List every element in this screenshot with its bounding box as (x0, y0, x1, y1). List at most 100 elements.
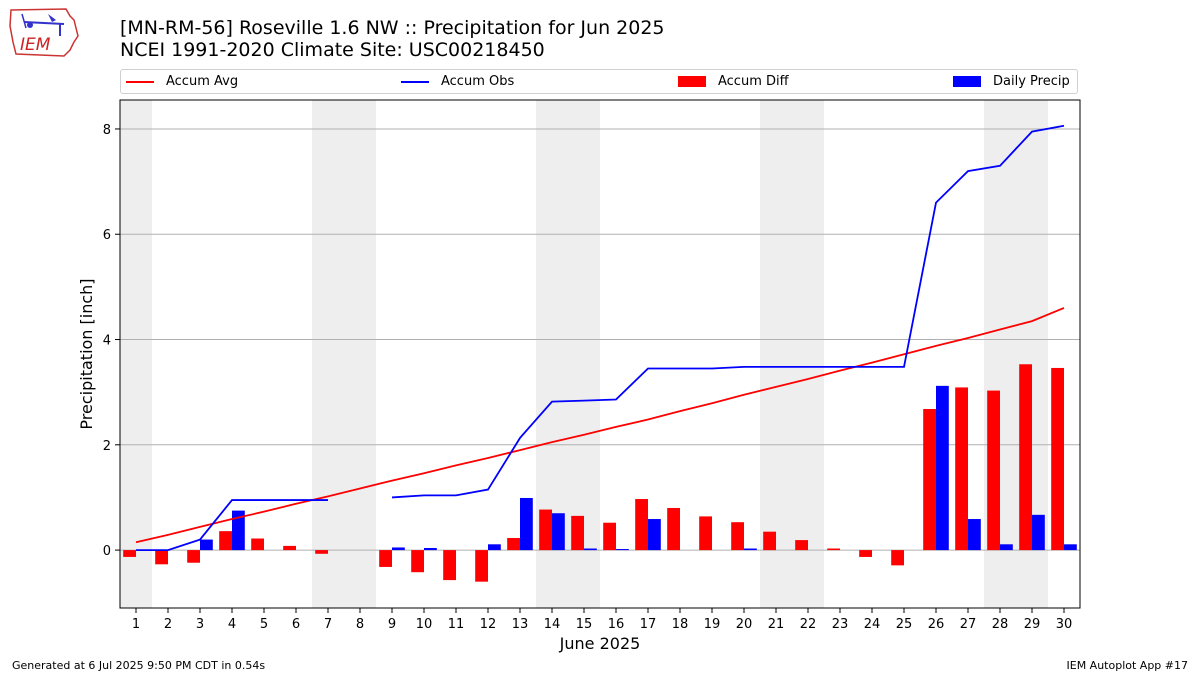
accum-diff-bar-day-30 (1051, 367, 1064, 551)
daily-precip-bar-day-15 (584, 548, 597, 551)
x-tick-label: 8 (356, 617, 364, 632)
lines (135, 124, 1065, 551)
accum-diff-bar-day-2 (155, 550, 168, 565)
accum-diff-bar-day-11 (443, 550, 456, 581)
x-tick-label: 15 (576, 617, 593, 632)
daily-precip-bar-day-29 (1032, 514, 1045, 551)
x-tick-label: 11 (448, 617, 465, 632)
x-tick-label: 14 (544, 617, 561, 632)
accum-diff-bar-day-9 (379, 550, 392, 567)
x-tick-label: 26 (928, 617, 945, 632)
legend-label-daily-precip: Daily Precip (993, 74, 1070, 89)
weekend-shade-day-22 (792, 100, 824, 608)
x-tick-label: 27 (960, 617, 977, 632)
accum-diff-bar-day-25 (891, 550, 904, 566)
daily-precip-bar-day-16 (616, 549, 629, 551)
x-tick-label: 25 (896, 617, 913, 632)
legend-label-accum-obs: Accum Obs (441, 74, 515, 89)
accum-obs-line-segment-1 (391, 124, 1065, 499)
bars (123, 364, 1077, 582)
legend-label-accum-diff: Accum Diff (718, 74, 789, 89)
x-tick-label: 9 (388, 617, 396, 632)
x-tick-label: 2 (164, 617, 172, 632)
x-axis-label: June 2025 (559, 634, 641, 653)
legend-swatch-accum-avg (126, 81, 154, 83)
accum-diff-bar-day-26 (923, 409, 936, 551)
weekend-shade-day-7 (312, 100, 344, 608)
x-tick-label: 24 (864, 617, 881, 632)
title-line-2: NCEI 1991-2020 Climate Site: USC00218450 (120, 39, 545, 61)
y-axis-label: Precipitation [inch] (77, 278, 96, 429)
x-tick-label: 4 (228, 617, 236, 632)
accum-diff-bar-day-12 (475, 550, 488, 582)
x-tick-label: 7 (324, 617, 332, 632)
y-tick-label: 8 (103, 123, 111, 138)
plot-frame (119, 99, 1081, 609)
logo-text: IEM (20, 35, 51, 55)
y-tick-label: 4 (103, 334, 111, 349)
x-tick-label: 12 (480, 617, 497, 632)
x-tick-label: 5 (260, 617, 268, 632)
y-tick-label: 0 (103, 544, 111, 559)
weekend-shade-day-8 (344, 100, 376, 608)
accum-diff-bar-day-29 (1019, 364, 1032, 551)
accum-diff-bar-day-20 (731, 522, 744, 551)
y-tick-label: 6 (103, 228, 111, 243)
legend-swatch-accum-diff (678, 76, 706, 87)
app-credit: IEM Autoplot App #17 (1066, 659, 1189, 672)
accum-diff-bar-day-28 (987, 390, 1000, 551)
daily-precip-bar-day-20 (744, 548, 757, 551)
accum-diff-bar-day-18 (667, 507, 680, 551)
weekend-shading (120, 100, 1048, 608)
accum-diff-bar-day-14 (539, 509, 552, 551)
x-tick-label: 23 (832, 617, 849, 632)
accum-diff-bar-day-15 (571, 515, 584, 551)
title-line-1: [MN-RM-56] Roseville 1.6 NW :: Precipita… (120, 17, 665, 39)
x-tick-label: 29 (1024, 617, 1041, 632)
accum-diff-bar-day-16 (603, 522, 616, 551)
daily-precip-bar-day-4 (232, 510, 245, 551)
accum-diff-bar-day-5 (251, 538, 264, 551)
accum-diff-bar-day-19 (699, 516, 712, 551)
x-tick-label: 22 (800, 617, 817, 632)
x-tick-label: 16 (608, 617, 625, 632)
daily-precip-bar-day-14 (552, 513, 565, 551)
accum-diff-bar-day-24 (859, 550, 872, 557)
gridlines (120, 128, 1080, 551)
accum-diff-bar-day-4 (219, 531, 232, 551)
daily-precip-bar-day-9 (392, 547, 405, 551)
x-tick-label: 28 (992, 617, 1009, 632)
accum-diff-bar-day-22 (795, 540, 808, 551)
legend-swatch-accum-obs (401, 81, 429, 83)
accum-diff-bar-day-6 (283, 545, 296, 551)
accum-avg-line-segment-0 (135, 307, 1065, 544)
daily-precip-bar-day-17 (648, 519, 661, 551)
accum-diff-bar-day-23 (827, 548, 840, 551)
x-tick-label: 3 (196, 617, 204, 632)
accum-diff-bar-day-27 (955, 387, 968, 551)
accum-diff-bar-day-21 (763, 531, 776, 551)
accum-diff-bar-day-17 (635, 499, 648, 551)
x-tick-label: 17 (640, 617, 657, 632)
daily-precip-bar-day-13 (520, 497, 533, 551)
daily-precip-bar-day-10 (424, 547, 437, 551)
accum-diff-bar-day-13 (507, 537, 520, 551)
accum-obs-line-segment-0 (136, 499, 328, 551)
legend: Accum Avg Accum Obs Accum Diff Daily Pre… (120, 69, 1078, 94)
iem-logo: IEM (8, 6, 80, 60)
legend-label-accum-avg: Accum Avg (166, 74, 239, 89)
daily-precip-bar-day-28 (1000, 544, 1013, 551)
x-tick-label: 13 (512, 617, 529, 632)
daily-precip-bar-day-27 (968, 519, 981, 551)
x-tick-label: 18 (672, 617, 689, 632)
chart-title: [MN-RM-56] Roseville 1.6 NW :: Precipita… (120, 17, 665, 61)
x-tick-label: 10 (416, 617, 433, 632)
x-tick-label: 6 (292, 617, 300, 632)
x-tick-label: 1 (132, 617, 140, 632)
weekend-shade-day-21 (760, 100, 792, 608)
x-tick-label: 21 (768, 617, 785, 632)
accum-diff-bar-day-3 (187, 550, 200, 563)
accum-diff-bar-day-7 (315, 550, 328, 554)
